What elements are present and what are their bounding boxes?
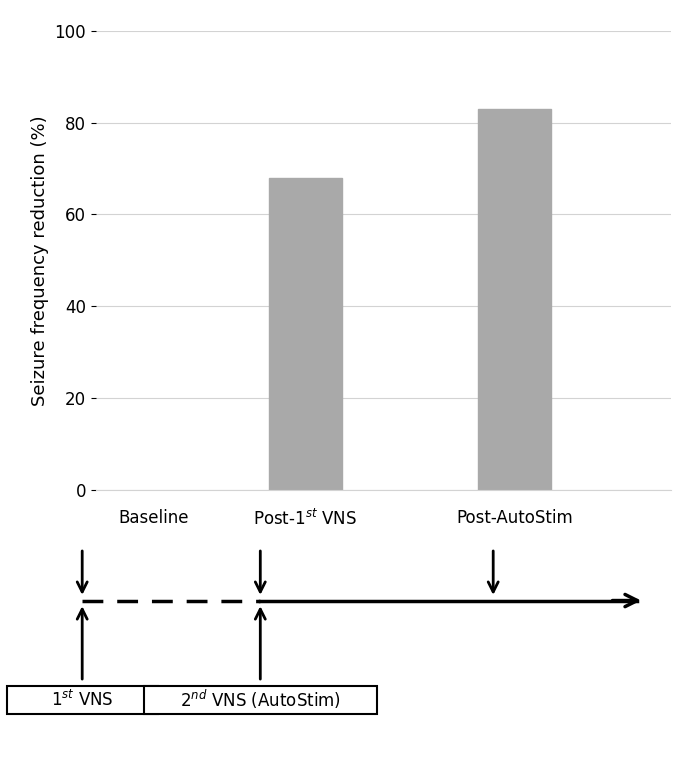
Text: Baseline: Baseline bbox=[119, 509, 188, 526]
FancyBboxPatch shape bbox=[7, 686, 158, 714]
Bar bbox=[269, 178, 342, 490]
Y-axis label: Seizure frequency reduction (%): Seizure frequency reduction (%) bbox=[31, 115, 49, 406]
Text: Post-AutoStim: Post-AutoStim bbox=[456, 509, 573, 526]
Text: 2$^{nd}$ VNS (AutoStim): 2$^{nd}$ VNS (AutoStim) bbox=[179, 688, 341, 712]
Text: 1$^{st}$ VNS: 1$^{st}$ VNS bbox=[51, 689, 114, 710]
Text: Post-1$^{st}$ VNS: Post-1$^{st}$ VNS bbox=[253, 509, 357, 529]
FancyBboxPatch shape bbox=[144, 686, 377, 714]
Bar bbox=[477, 109, 551, 490]
